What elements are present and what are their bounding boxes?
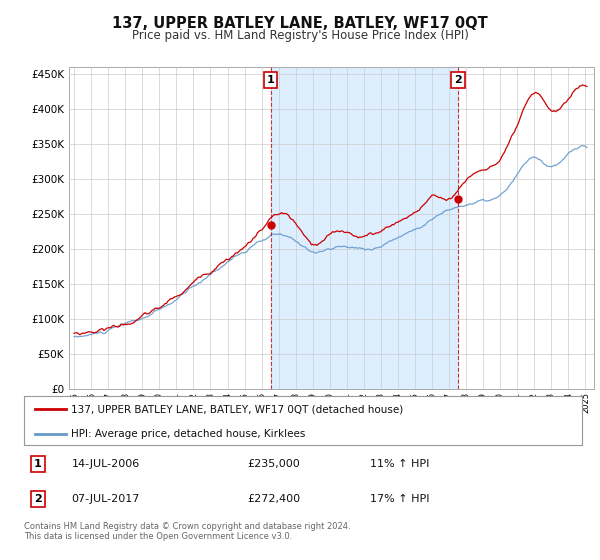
Bar — [271, 67, 458, 389]
Text: 1: 1 — [34, 459, 42, 469]
Text: Contains HM Land Registry data © Crown copyright and database right 2024.
This d: Contains HM Land Registry data © Crown c… — [24, 522, 350, 542]
Text: 2: 2 — [34, 494, 42, 504]
Text: HPI: Average price, detached house, Kirklees: HPI: Average price, detached house, Kirk… — [71, 430, 306, 440]
Text: 137, UPPER BATLEY LANE, BATLEY, WF17 0QT (detached house): 137, UPPER BATLEY LANE, BATLEY, WF17 0QT… — [71, 404, 404, 414]
Text: 1: 1 — [267, 75, 275, 85]
Text: 11% ↑ HPI: 11% ↑ HPI — [370, 459, 430, 469]
Text: Price paid vs. HM Land Registry's House Price Index (HPI): Price paid vs. HM Land Registry's House … — [131, 29, 469, 42]
Text: 17% ↑ HPI: 17% ↑ HPI — [370, 494, 430, 504]
Text: 137, UPPER BATLEY LANE, BATLEY, WF17 0QT: 137, UPPER BATLEY LANE, BATLEY, WF17 0QT — [112, 16, 488, 31]
Text: 07-JUL-2017: 07-JUL-2017 — [71, 494, 140, 504]
Text: 2: 2 — [454, 75, 462, 85]
Text: 14-JUL-2006: 14-JUL-2006 — [71, 459, 140, 469]
Text: £235,000: £235,000 — [247, 459, 300, 469]
Text: £272,400: £272,400 — [247, 494, 301, 504]
